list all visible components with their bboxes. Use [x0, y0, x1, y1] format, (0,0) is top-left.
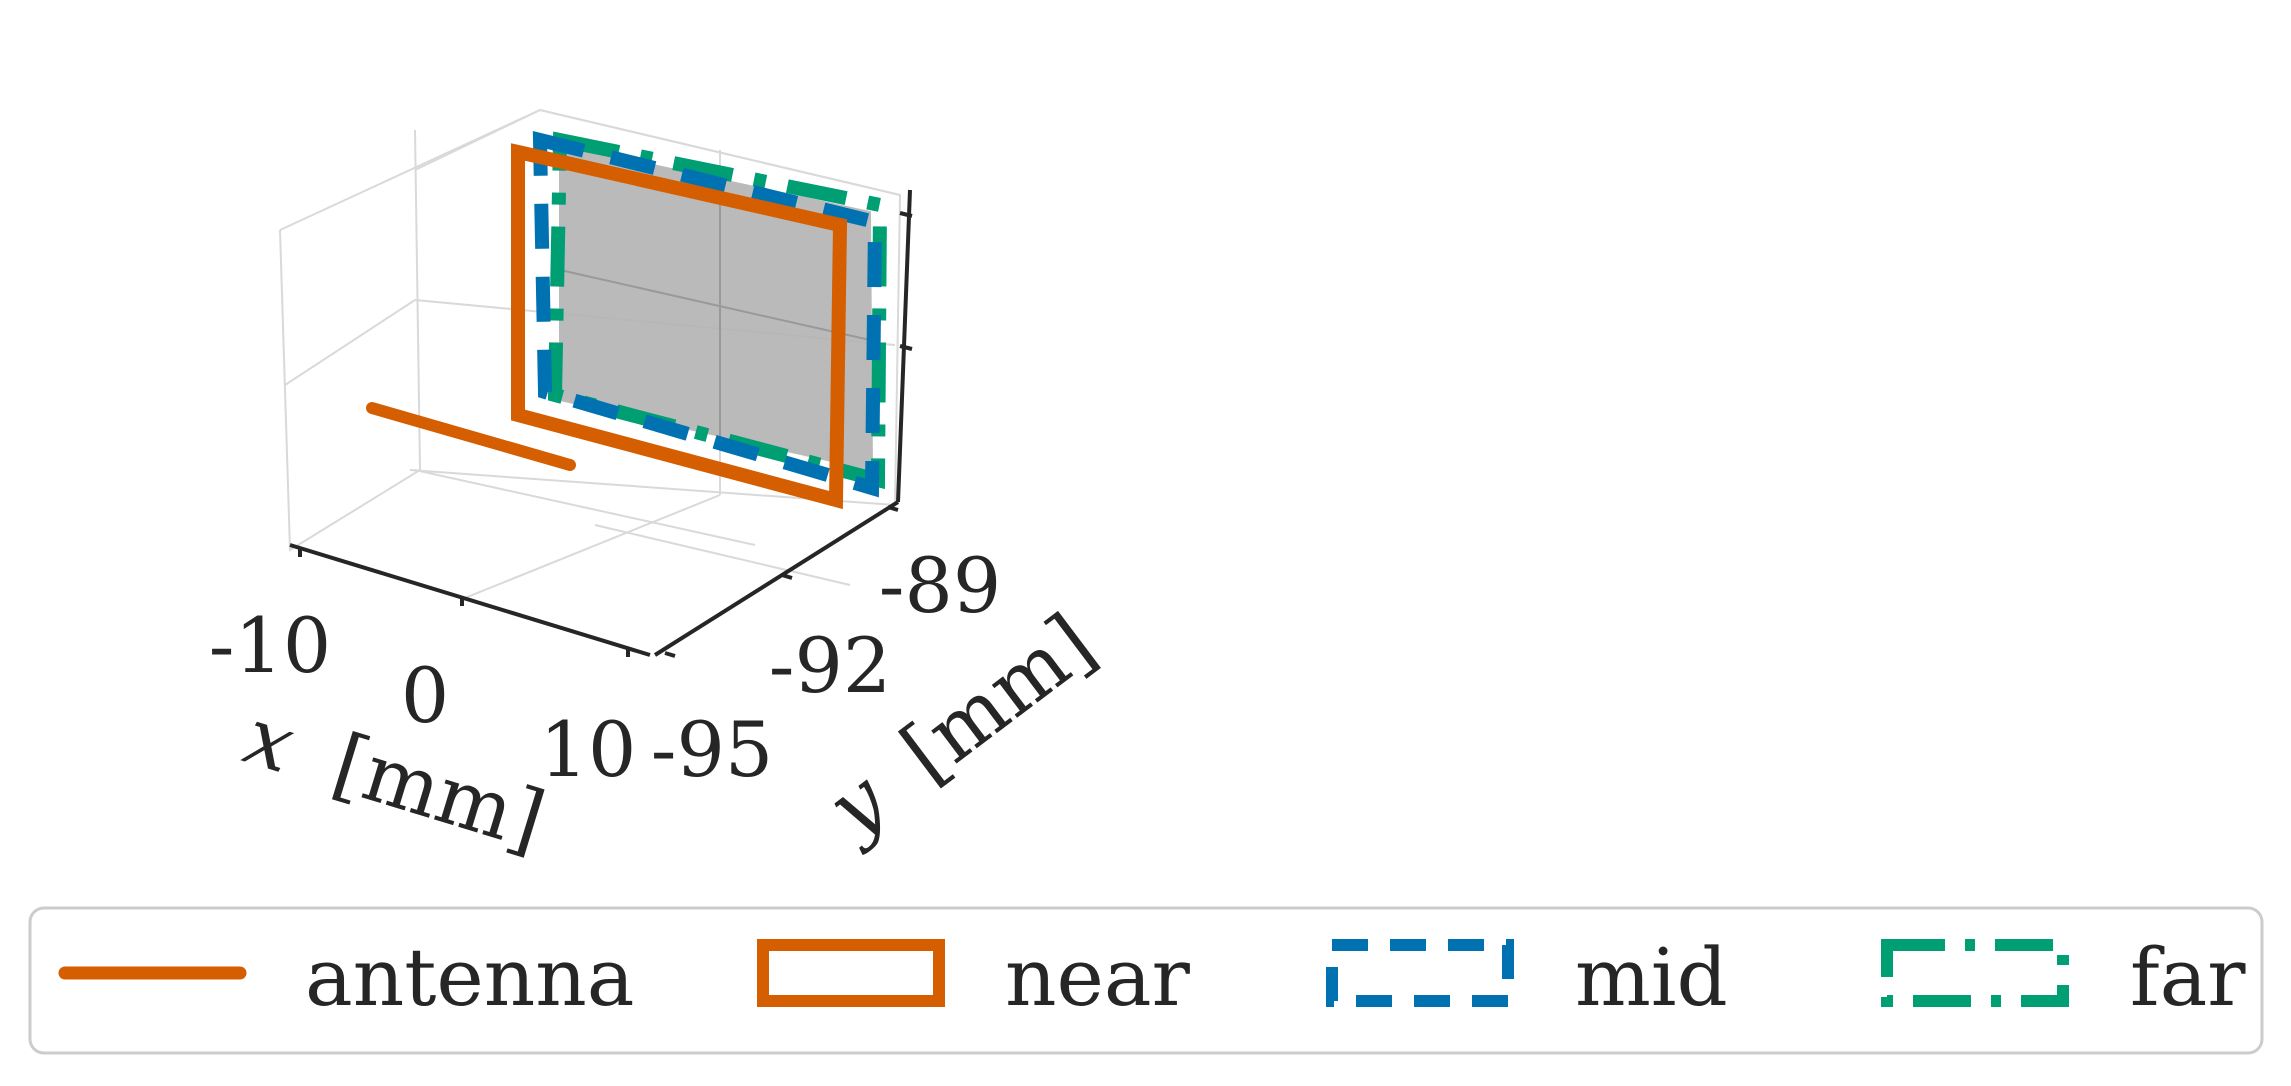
- left-pane-edge: [279, 129, 422, 552]
- legend-mid-swatch: [1326, 939, 1514, 1007]
- legend-item-antenna: antenna: [58, 931, 634, 1024]
- y-tick: [664, 651, 676, 658]
- legend-near-swatch: [757, 939, 945, 1007]
- y-axis-line: [653, 500, 900, 657]
- legend-item-mid: mid: [1326, 931, 1728, 1024]
- x-tick-labels: -10 0 10: [209, 601, 637, 794]
- x-tick-label: 10: [540, 705, 637, 794]
- legend: antenna near mid far: [28, 906, 2264, 1055]
- grid-line: [459, 494, 721, 601]
- mid-rect: [532, 131, 883, 498]
- legend-item-near: near: [757, 931, 1191, 1024]
- near-rect: [511, 143, 848, 510]
- z-tick: [899, 344, 913, 351]
- y-tick-label: -92: [769, 621, 891, 710]
- z-tick: [899, 211, 913, 218]
- legend-mid-label: mid: [1575, 931, 1728, 1024]
- axis-lines: [289, 189, 913, 658]
- legend-near-label: near: [1005, 931, 1191, 1024]
- y-tick-label: -95: [651, 705, 773, 794]
- grid-line: [594, 524, 851, 586]
- legend-far-label: far: [2130, 931, 2246, 1024]
- y-tick: [887, 505, 899, 512]
- legend-far-swatch: [1881, 939, 2069, 1007]
- legend-frame: [28, 906, 2264, 1055]
- grid-line: [414, 469, 756, 546]
- x-tick-label: -10: [209, 601, 331, 690]
- x-tick-label: 0: [401, 651, 449, 740]
- grid-line: [414, 109, 541, 171]
- legend-antenna-label: antenna: [305, 931, 634, 1024]
- x-axis-var: x: [234, 689, 304, 791]
- svg-text:x [mm]: x [mm]: [234, 689, 554, 868]
- antenna-line: [366, 402, 576, 471]
- y-tick: [781, 573, 793, 580]
- y-tick-label: -89: [879, 541, 1001, 630]
- grid-line: [284, 299, 416, 386]
- x-axis-line: [289, 543, 651, 657]
- surface-grid: [559, 269, 871, 341]
- y-tick-labels: -95 -92 -89: [651, 541, 1001, 794]
- legend-item-far: far: [1881, 931, 2246, 1024]
- x-axis-title: x [mm]: [234, 689, 554, 868]
- y-axis-var: y: [808, 753, 904, 857]
